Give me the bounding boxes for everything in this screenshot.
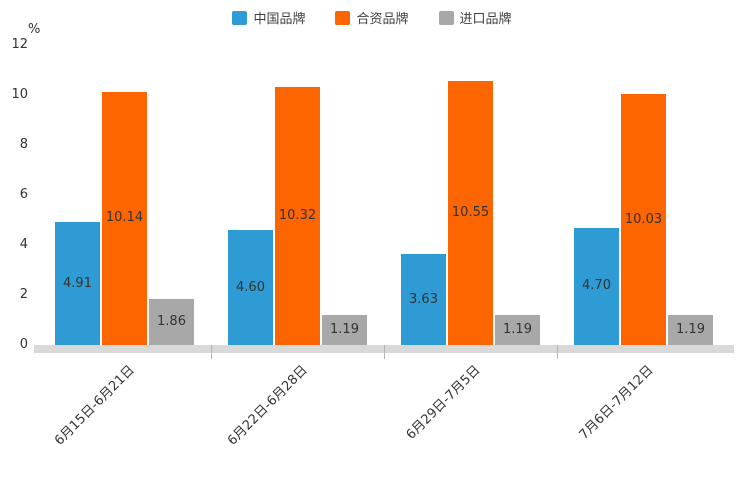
- bar-series-2-group-2: [495, 315, 540, 345]
- x-axis-tick-mark: [384, 345, 385, 359]
- legend-swatch-icon: [438, 10, 454, 25]
- bar-value-label: 10.14: [105, 210, 144, 226]
- bar-value-label: 1.19: [503, 322, 532, 338]
- y-axis-tick-label: 8: [19, 137, 28, 152]
- legend-label: 进口品牌: [459, 12, 512, 27]
- bar-series-2-group-3: [668, 315, 713, 345]
- legend-label: 合资品牌: [356, 12, 409, 27]
- bar-series-0-group-3: [574, 227, 619, 345]
- bar-series-1-group-1: [275, 87, 320, 345]
- y-axis-tick-label: 0: [19, 337, 28, 352]
- legend-item-0[interactable]: 中国品牌: [232, 8, 305, 27]
- bar-value-label: 10.32: [278, 208, 317, 223]
- bar-series-1-group-2: [448, 81, 493, 345]
- y-axis-tick-label: 10: [11, 87, 28, 102]
- x-axis-category-label: 6月29日-7月5日: [403, 362, 484, 443]
- bar-value-label: 3.63: [409, 291, 438, 307]
- x-axis-category-label: 7月6日-7月12日: [576, 362, 657, 443]
- chart-legend: 中国品牌 合资品牌 进口品牌: [0, 8, 744, 27]
- y-axis-tick-label: 4: [19, 237, 28, 252]
- x-axis-tick-mark: [211, 345, 212, 359]
- y-axis-unit-label: %: [28, 22, 41, 37]
- y-axis-tick-label: 12: [11, 37, 28, 52]
- y-axis-tick-label: 2: [19, 287, 28, 302]
- plot-area: 4.91 10.14 1.86 4.60 10.32 1.19 3.63 10.55 1.19 4…: [38, 45, 730, 345]
- bar-value-label: 4.60: [236, 279, 265, 295]
- bar-series-2-group-0: [149, 298, 194, 345]
- bar-value-label: 4.70: [582, 278, 611, 294]
- bar-series-0-group-2: [401, 254, 446, 345]
- legend-swatch-icon: [232, 10, 248, 25]
- bar-series-0-group-0: [55, 222, 100, 345]
- bar-value-label: 1.19: [676, 322, 705, 338]
- bar-series-1-group-0: [102, 91, 147, 345]
- y-axis-tick-label: 6: [19, 187, 28, 202]
- bar-value-label: 10.55: [451, 205, 490, 221]
- bar-series-0-group-1: [228, 230, 273, 345]
- legend-item-2[interactable]: 进口品牌: [438, 8, 512, 27]
- bar-series-1-group-3: [621, 94, 666, 345]
- x-axis-tick-mark: [557, 345, 558, 359]
- bar-value-label: 4.91: [63, 275, 92, 291]
- bar-value-label: 1.86: [157, 313, 186, 329]
- legend-label: 中国品牌: [253, 12, 306, 27]
- legend-item-1[interactable]: 合资品牌: [335, 8, 409, 27]
- bar-value-label: 10.03: [624, 211, 663, 227]
- bar-series-2-group-1: [322, 315, 367, 345]
- x-axis-category-label: 6月15日-6月21日: [52, 362, 138, 449]
- x-axis-labels: 6月15日-6月21日 6月22日-6月28日 6月29日-7月5日 7月6日-7月1…: [38, 356, 730, 486]
- x-axis-category-label: 6月22日-6月28日: [225, 362, 311, 449]
- legend-swatch-icon: [335, 10, 351, 25]
- bar-value-label: 1.19: [330, 322, 359, 338]
